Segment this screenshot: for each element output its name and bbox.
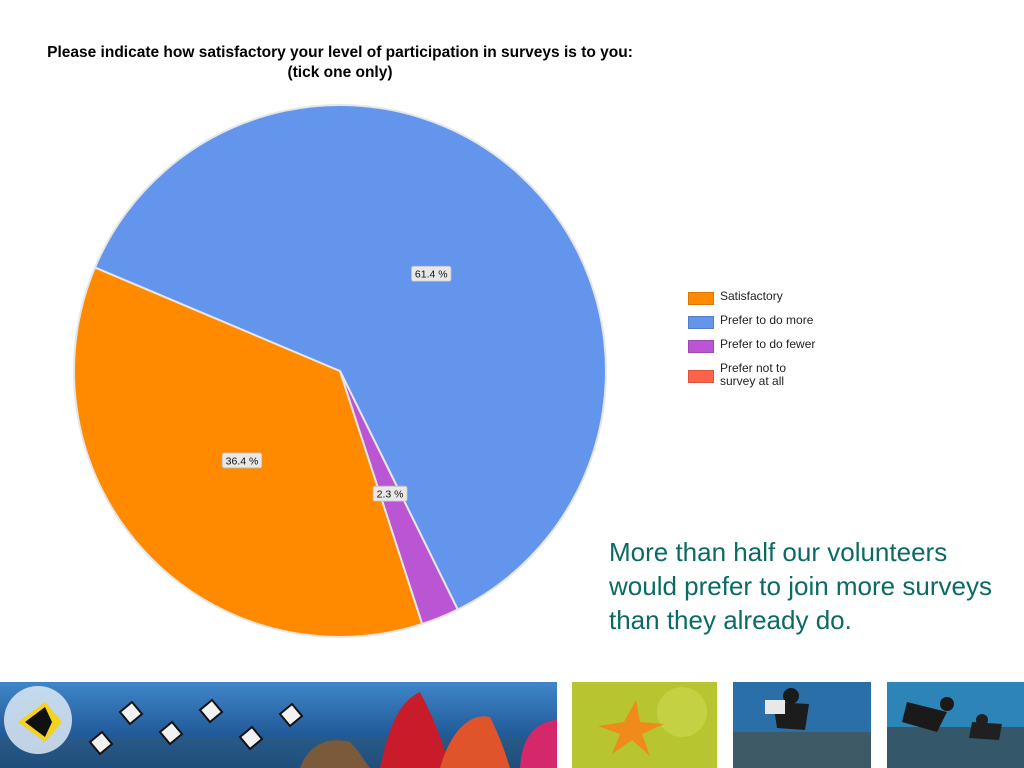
pie-slice-1 [93,104,607,611]
caption-text: More than half our volunteers would pref… [609,537,992,635]
slice-label-text: 61.4 % [415,269,448,281]
divers-reef-photo [887,682,1024,768]
legend-swatch [688,292,714,305]
slice-label-text: 2.3 % [377,489,404,501]
pie-chart: 36.4 % 61.4 % 2.3 % [73,104,607,638]
legend-swatch [688,370,714,383]
legend-item-prefer-not: Prefer not to survey at all [688,362,838,388]
legend-item-prefer-more: Prefer to do more [688,314,838,329]
legend-label: Prefer to do more [720,313,814,327]
legend-label: Prefer to do fewer [720,337,816,351]
chart-legend: Satisfactory Prefer to do more Prefer to… [688,290,838,397]
diver-survey-photo [733,682,871,768]
legend-label: Satisfactory [720,289,783,303]
chart-title: Please indicate how satisfactory your le… [47,44,633,81]
legend-item-prefer-fewer: Prefer to do fewer [688,338,838,353]
slice-label-text: 36.4 % [226,455,259,467]
pie-slice-0 [73,266,424,638]
slice-label-0: 36.4 % [221,452,263,469]
legend-item-satisfactory: Satisfactory [688,290,838,305]
slice-label-2: 2.3 % [372,485,408,502]
legend-swatch [688,316,714,329]
legend-swatch [688,340,714,353]
legend-label: Prefer not to survey at all [720,361,787,388]
reef-fish-panorama [0,682,557,768]
starfish-photo [572,682,717,768]
slice-label-1: 61.4 % [411,265,452,282]
